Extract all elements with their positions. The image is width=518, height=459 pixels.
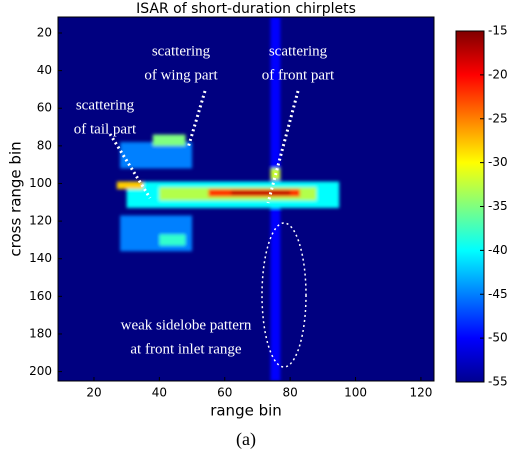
annotation: of front part bbox=[262, 67, 335, 83]
caption: (a) bbox=[236, 429, 256, 450]
annotation: of wing part bbox=[144, 67, 218, 83]
heat-cell bbox=[231, 191, 291, 195]
annotation-pointers bbox=[108, 90, 307, 368]
colorbar-tick-label: -25 bbox=[488, 111, 508, 125]
y-tick-label: 40 bbox=[37, 63, 52, 77]
chart-title: ISAR of short-duration chirplets bbox=[136, 1, 356, 17]
y-tick-label: 200 bbox=[29, 364, 52, 378]
y-tick-label: 180 bbox=[29, 326, 52, 340]
colorbar-tick-label: -30 bbox=[488, 155, 508, 169]
y-tick-label: 140 bbox=[29, 251, 52, 265]
annotation: scattering bbox=[269, 43, 328, 59]
y-tick-label: 20 bbox=[37, 25, 52, 39]
x-axis-label: range bin bbox=[210, 402, 282, 420]
colorbar-tick-label: -35 bbox=[488, 199, 508, 213]
annotation: scattering bbox=[152, 43, 211, 59]
y-tick-label: 120 bbox=[29, 214, 52, 228]
colorbar-tick-label: -40 bbox=[488, 243, 508, 257]
y-tick-label: 80 bbox=[37, 138, 52, 152]
colorbar-tick-label: -50 bbox=[488, 331, 508, 345]
annotation: of tail part bbox=[74, 121, 137, 137]
heatmap bbox=[116, 17, 340, 381]
colorbar-tick-label: -55 bbox=[488, 375, 508, 389]
y-axis-label: cross range bin bbox=[7, 141, 25, 256]
x-tick-label: 80 bbox=[282, 386, 297, 400]
x-tick-label: 120 bbox=[409, 386, 432, 400]
colorbar-tick-label: -45 bbox=[488, 287, 508, 301]
annotation: at front inlet range bbox=[130, 341, 242, 357]
annotations: scattering of tail part scattering of wing … bbox=[74, 43, 335, 357]
y-tick-label: 60 bbox=[37, 101, 52, 115]
heat-cell bbox=[120, 215, 193, 252]
colorbar-tick-label: -20 bbox=[488, 67, 508, 81]
plot-frame bbox=[57, 16, 435, 382]
colorbar bbox=[455, 30, 485, 383]
annotation: scattering bbox=[76, 97, 135, 113]
x-tick-label: 40 bbox=[152, 386, 167, 400]
y-tick-label: 160 bbox=[29, 289, 52, 303]
x-tick-label: 20 bbox=[86, 386, 101, 400]
heat-cell bbox=[159, 234, 186, 246]
y-tick-label: 100 bbox=[29, 176, 52, 190]
heat-cell bbox=[152, 134, 186, 146]
x-tick-label: 60 bbox=[217, 386, 232, 400]
heat-cell bbox=[116, 181, 144, 190]
annotation: weak sidelobe pattern bbox=[121, 317, 252, 333]
colorbar-tick-label: -15 bbox=[488, 24, 508, 38]
x-tick-label: 100 bbox=[344, 386, 367, 400]
heat-cell bbox=[120, 142, 193, 169]
